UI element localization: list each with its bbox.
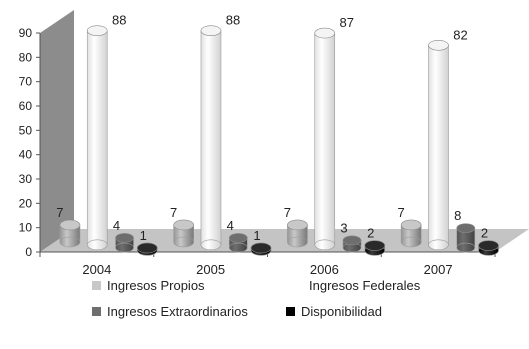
bar-body [428, 44, 449, 246]
bar-top [200, 25, 222, 36]
bar-ingresos-propios-2005 [173, 219, 194, 248]
legend-label: Ingresos Federales [309, 278, 421, 293]
y-tick-label: 80 [19, 50, 33, 64]
bar-ingresos-extraordinarios-2007 [456, 223, 476, 253]
bar-base [228, 242, 248, 253]
y-tick-label: 90 [19, 26, 33, 40]
bar-base [86, 239, 108, 251]
bar-disponibilidad-2004 [136, 242, 158, 256]
data-label: 7 [284, 205, 291, 220]
x-tick-label: 2004 [82, 262, 111, 277]
bar-base [314, 239, 336, 251]
bar-top [342, 235, 362, 246]
side-wall [40, 10, 74, 252]
bar-ingresos-extraordinarios-2006 [342, 235, 362, 253]
legend-item-ingresos-propios: Ingresos Propios [92, 278, 205, 293]
x-tick-label: 2007 [424, 262, 453, 277]
bar-base [456, 242, 476, 253]
x-axis: 2004 2005 2006 2007 [39, 252, 496, 277]
bar-disponibilidad-2005 [250, 242, 272, 256]
bar-top [364, 240, 386, 251]
y-tick-label: 60 [19, 99, 33, 113]
bar-top [478, 240, 499, 251]
bar-base [428, 239, 449, 251]
bar-body [86, 30, 108, 246]
data-label: 4 [227, 218, 234, 233]
y-axis: 0 10 20 30 40 50 60 70 80 90 [19, 26, 40, 259]
y-tick-label: 20 [19, 196, 33, 210]
y-tick-label: 70 [19, 75, 33, 89]
bar-ingresos-extraordinarios-2004 [115, 233, 134, 253]
data-label: 88 [112, 13, 126, 28]
data-label: 87 [339, 15, 353, 30]
legend: Ingresos Propios Ingresos Federales Ingr… [92, 278, 512, 348]
data-label: 4 [113, 218, 120, 233]
y-tick-label: 10 [19, 221, 33, 235]
bar-top [115, 233, 134, 243]
bar-top [86, 25, 108, 36]
legend-item-disponibilidad: Disponibilidad [286, 304, 382, 319]
y-tick-label: 50 [19, 123, 33, 137]
y-tick-label: 30 [19, 172, 33, 186]
bar-top [428, 39, 449, 51]
data-label: 7 [398, 205, 405, 220]
data-label: 82 [453, 27, 467, 42]
bar-ingresos-federales-2005 [200, 25, 222, 251]
legend-swatch [92, 281, 101, 290]
data-label: 2 [481, 226, 488, 241]
bar-disponibilidad-2006 [364, 240, 386, 256]
bar-ingresos-federales-2004 [86, 25, 108, 251]
bar-ingresos-federales-2006 [314, 27, 336, 251]
x-tick-label: 2006 [310, 262, 339, 277]
legend-swatch [294, 281, 303, 290]
legend-label: Disponibilidad [301, 304, 382, 319]
bar-top [250, 242, 272, 254]
legend-label: Ingresos Propios [107, 278, 205, 293]
bar-base [400, 236, 422, 248]
bar-top [228, 233, 248, 243]
data-label: 88 [226, 13, 240, 28]
y-tick-label: 40 [19, 148, 33, 162]
bar-base [173, 236, 194, 248]
bar-top [287, 219, 308, 231]
data-label: 1 [253, 228, 260, 243]
bar-ingresos-propios-2004 [59, 219, 81, 248]
bar-top [173, 219, 194, 231]
legend-item-ingresos-federales: Ingresos Federales [294, 278, 420, 293]
bar-top [314, 27, 336, 39]
bar-top [456, 223, 476, 233]
legend-swatch [286, 307, 295, 316]
bar-base [200, 239, 222, 251]
data-label: 8 [454, 208, 461, 223]
legend-swatch [92, 307, 101, 316]
bar-ingresos-extraordinarios-2005 [228, 233, 248, 253]
legend-label: Ingresos Extraordinarios [107, 304, 248, 319]
bar-base [287, 236, 308, 248]
bars [59, 25, 499, 256]
bar-ingresos-propios-2006 [287, 219, 308, 248]
bar-base [115, 242, 134, 253]
back-wall [40, 10, 529, 252]
bar-top [136, 242, 158, 254]
data-label: 1 [140, 228, 147, 243]
bar-base [59, 236, 81, 248]
data-label: 7 [170, 205, 177, 220]
bar-ingresos-federales-2007 [428, 39, 449, 251]
legend-item-ingresos-extraordinarios: Ingresos Extraordinarios [92, 304, 248, 319]
data-label: 3 [340, 220, 347, 235]
x-tick-label: 2005 [196, 262, 225, 277]
data-label: 7 [56, 205, 63, 220]
bar-top [59, 219, 81, 231]
bar-disponibilidad-2007 [478, 240, 499, 256]
bar-top [400, 219, 422, 231]
y-tick-label: 0 [25, 245, 32, 259]
bar-ingresos-propios-2007 [400, 219, 422, 248]
bar-body [314, 32, 336, 246]
data-label: 2 [367, 226, 374, 241]
bar-body [200, 30, 222, 246]
